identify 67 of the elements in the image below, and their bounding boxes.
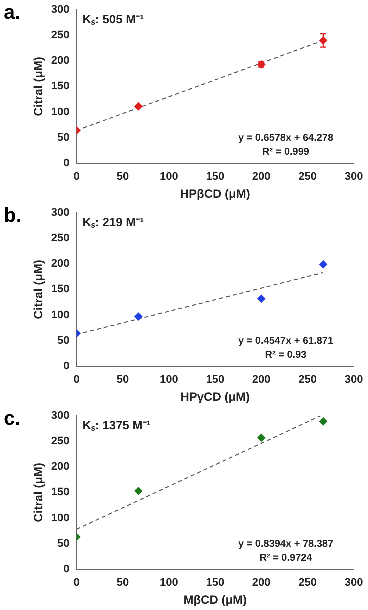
x-tick-label: 300 bbox=[344, 374, 364, 386]
y-tick-label: 100 bbox=[51, 106, 70, 118]
y-tick-label: 50 bbox=[58, 538, 70, 550]
x-tick-label: 300 bbox=[344, 577, 364, 590]
chart-title: a. bbox=[4, 2, 21, 25]
y-tick-label: 100 bbox=[51, 512, 70, 524]
y-tick-label: 50 bbox=[58, 334, 70, 347]
x-tick-label: 0 bbox=[74, 577, 80, 590]
x-tick-label: 100 bbox=[160, 374, 178, 386]
point bbox=[134, 312, 143, 321]
y-tick-label: 50 bbox=[58, 132, 70, 144]
y-tick-label: 0 bbox=[64, 360, 70, 372]
x-tick-label: 150 bbox=[206, 171, 225, 184]
chart-title: c. bbox=[4, 408, 21, 431]
annotation: R² = 0.93 bbox=[265, 350, 308, 362]
y-axis-title: Citral (μM) bbox=[32, 260, 46, 320]
y-tick-label: 250 bbox=[51, 436, 70, 448]
x-tick-label: 150 bbox=[206, 374, 225, 386]
annotation: y = 0.8394x + 78.387 bbox=[238, 539, 334, 550]
x-tick-label: 50 bbox=[116, 374, 130, 386]
x-tick-label: 50 bbox=[116, 171, 130, 184]
y-axis-title: Citral (μM) bbox=[32, 463, 46, 522]
point bbox=[320, 260, 328, 269]
chart-title: b. bbox=[4, 205, 22, 228]
y-tick-label: 150 bbox=[51, 80, 70, 93]
annotation: y = 0.6578x + 64.278 bbox=[238, 133, 334, 144]
point bbox=[134, 102, 143, 111]
point bbox=[258, 294, 266, 303]
point bbox=[134, 487, 143, 496]
y-tick-label: 300 bbox=[51, 4, 70, 16]
annotation: Kₛ: 219 M⁻¹ bbox=[82, 215, 144, 230]
y-tick-label: 250 bbox=[51, 232, 70, 245]
y-tick-label: 150 bbox=[51, 284, 70, 296]
x-tick-label: 100 bbox=[160, 577, 178, 590]
y-tick-label: 150 bbox=[51, 486, 70, 499]
x-tick-label: 200 bbox=[252, 374, 271, 386]
y-tick-label: 0 bbox=[64, 563, 70, 576]
x-axis-title: HPγCD (μM) bbox=[180, 390, 250, 404]
x-tick-label: 300 bbox=[344, 171, 364, 184]
y-tick-label: 200 bbox=[51, 55, 70, 68]
x-tick-label: 200 bbox=[252, 577, 271, 590]
x-tick-label: 250 bbox=[298, 374, 317, 386]
x-tick-label: 250 bbox=[298, 577, 317, 590]
y-axis-title: Citral (μM) bbox=[32, 57, 46, 116]
point bbox=[258, 434, 266, 442]
y-tick-label: 300 bbox=[51, 207, 70, 220]
y-tick-label: 200 bbox=[51, 461, 70, 474]
point bbox=[320, 418, 328, 426]
annotation: Kₛ: 505 M⁻¹ bbox=[82, 12, 144, 26]
y-tick-label: 100 bbox=[51, 309, 70, 322]
x-axis-title: MβCD (μM) bbox=[184, 593, 248, 608]
annotation: Kₛ: 1375 M⁻¹ bbox=[82, 418, 151, 432]
annotation: R² = 0.999 bbox=[262, 147, 310, 158]
x-tick-label: 50 bbox=[116, 577, 130, 590]
x-tick-label: 100 bbox=[160, 171, 178, 184]
x-axis-title: HPβCD (μM) bbox=[180, 187, 250, 202]
annotation: y = 0.4547x + 61.871 bbox=[238, 336, 334, 348]
annotation: R² = 0.9724 bbox=[260, 553, 313, 564]
x-tick-label: 0 bbox=[74, 374, 80, 386]
y-tick-label: 250 bbox=[51, 30, 70, 42]
x-tick-label: 150 bbox=[206, 577, 225, 590]
y-tick-label: 200 bbox=[51, 258, 70, 270]
y-tick-label: 300 bbox=[51, 410, 70, 422]
y-tick-label: 0 bbox=[64, 157, 70, 170]
x-tick-label: 200 bbox=[252, 171, 271, 184]
x-tick-label: 0 bbox=[74, 171, 80, 184]
x-tick-label: 250 bbox=[298, 171, 317, 184]
